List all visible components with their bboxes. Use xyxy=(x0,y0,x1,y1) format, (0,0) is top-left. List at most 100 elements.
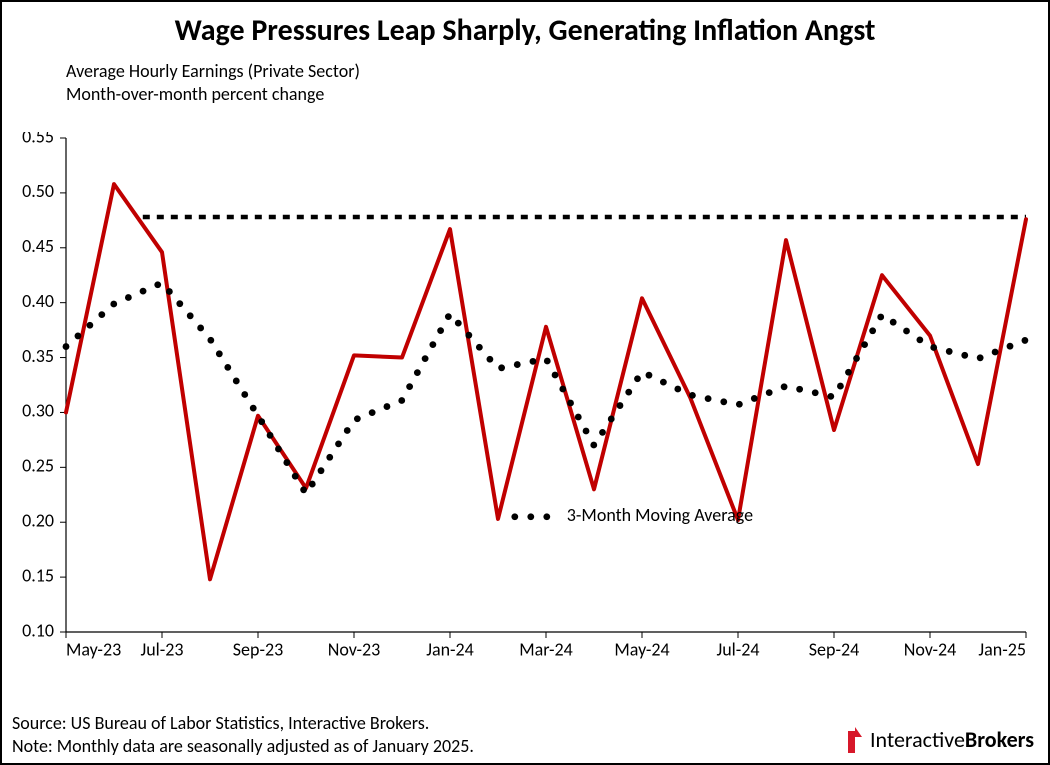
series-ma3-marker xyxy=(241,391,248,398)
series-ma3-marker xyxy=(552,372,559,379)
series-ma3-marker xyxy=(110,301,117,308)
series-ma3-marker xyxy=(75,333,82,340)
x-tick-label: Mar-24 xyxy=(519,639,573,661)
interactive-brokers-logo: InteractiveBrokers xyxy=(844,726,1034,753)
y-tick-label: 0.30 xyxy=(22,400,54,422)
series-ma3-marker xyxy=(590,442,597,449)
series-ma3-marker xyxy=(916,336,923,343)
series-ma3-marker xyxy=(326,454,333,461)
series-ma3-marker xyxy=(98,311,105,318)
series-ma3-marker xyxy=(300,486,307,493)
series-ma3-marker xyxy=(154,281,161,288)
x-tick-label: Nov-24 xyxy=(904,639,957,661)
series-ma3-marker xyxy=(781,383,788,390)
subtitle-line-1: Average Hourly Earnings (Private Sector) xyxy=(66,60,360,83)
series-ma3-marker xyxy=(689,392,696,399)
y-tick-label: 0.20 xyxy=(22,510,54,532)
series-ma3-marker xyxy=(258,418,265,425)
series-ma3-marker xyxy=(575,414,582,421)
series-ma3-marker xyxy=(125,294,132,301)
series-ma3-marker xyxy=(567,400,574,407)
series-ma3-marker xyxy=(812,389,819,396)
series-ma3-marker xyxy=(530,358,537,365)
series-ma3-marker xyxy=(465,332,472,339)
series-ma3-marker xyxy=(845,369,852,376)
series-ma3-marker xyxy=(869,327,876,334)
series-ma3-marker xyxy=(1007,343,1014,350)
series-ma3-marker xyxy=(250,405,257,412)
series-ma3-marker xyxy=(837,383,844,390)
series-ma3-marker xyxy=(992,349,999,356)
legend-marker xyxy=(543,513,550,520)
series-ma3-marker xyxy=(233,378,240,385)
x-tick-label: Nov-23 xyxy=(328,639,381,661)
series-ma3-marker xyxy=(930,344,937,351)
logo-text-brokers: Brokers xyxy=(965,726,1034,753)
series-ma3-marker xyxy=(384,403,391,410)
series-ma3-marker xyxy=(634,375,641,382)
y-tick-label: 0.45 xyxy=(22,235,54,257)
x-tick-label: Sep-23 xyxy=(233,639,283,661)
series-ma3-marker xyxy=(599,429,606,436)
series-ma3-marker xyxy=(827,393,834,400)
series-ma3-marker xyxy=(903,328,910,335)
y-tick-label: 0.10 xyxy=(22,619,54,641)
series-ma3-marker xyxy=(583,428,590,435)
series-ma3-marker xyxy=(498,364,505,371)
chart-title: Wage Pressures Leap Sharply, Generating … xyxy=(2,12,1048,49)
series-ma3-marker xyxy=(406,383,413,390)
series-ma3-marker xyxy=(890,319,897,326)
series-ma3-marker xyxy=(766,389,773,396)
chart-subtitle: Average Hourly Earnings (Private Sector)… xyxy=(66,60,360,105)
series-ma3-marker xyxy=(369,409,376,416)
series-ma3-marker xyxy=(429,341,436,348)
series-ma3-marker xyxy=(63,343,70,350)
series-ma3-marker xyxy=(275,446,282,453)
series-ma3-marker xyxy=(335,440,342,447)
series-ma3-marker xyxy=(853,355,860,362)
chart-frame: Wage Pressures Leap Sharply, Generating … xyxy=(0,0,1050,765)
series-ma3-marker xyxy=(720,398,727,405)
series-ma3-marker xyxy=(344,427,351,434)
series-ma3-marker xyxy=(398,397,405,404)
chart-footer: Source: US Bureau of Labor Statistics, I… xyxy=(12,712,474,757)
series-ma3-marker xyxy=(309,481,316,488)
series-ma3-marker xyxy=(216,350,223,357)
series-ma3-marker xyxy=(705,395,712,402)
series-ma3-marker xyxy=(414,369,421,376)
plot-area: 0.100.150.200.250.300.350.400.450.500.55… xyxy=(14,132,1030,662)
series-ma3-marker xyxy=(437,327,444,334)
series-ma3-marker xyxy=(224,364,231,371)
x-tick-label: Jul-24 xyxy=(716,639,759,661)
series-ma3-marker xyxy=(140,288,147,295)
series-ma3-marker xyxy=(751,395,758,402)
series-ma3-marker xyxy=(1022,337,1029,344)
series-ma3-marker xyxy=(422,355,429,362)
series-ma3-marker xyxy=(674,386,681,393)
x-tick-label: Jul-23 xyxy=(140,639,183,661)
series-ma3-marker xyxy=(354,415,361,422)
series-ma3-marker xyxy=(283,459,290,466)
series-ma3-marker xyxy=(617,402,624,409)
series-ma3-marker xyxy=(946,348,953,355)
x-tick-label: May-23 xyxy=(66,639,121,661)
series-ma3-marker xyxy=(166,288,173,295)
series-ma3-marker xyxy=(660,379,667,386)
series-ma3-marker xyxy=(267,432,274,439)
y-tick-label: 0.50 xyxy=(22,180,54,202)
series-ma3-marker xyxy=(544,358,551,365)
series-ma3-marker xyxy=(877,314,884,321)
series-ma3-marker xyxy=(455,320,462,327)
y-tick-label: 0.35 xyxy=(22,345,54,367)
series-ma3-marker xyxy=(486,356,493,363)
legend-marker xyxy=(511,513,518,520)
series-ma3-marker xyxy=(514,361,521,368)
series-ma3-marker xyxy=(292,473,299,480)
x-tick-label: Sep-24 xyxy=(809,639,859,661)
series-ma3-marker xyxy=(977,354,984,361)
logo-text-interactive: Interactive xyxy=(870,726,965,753)
series-ma3-marker xyxy=(445,313,452,320)
footer-line-2: Note: Monthly data are seasonally adjust… xyxy=(12,735,474,758)
series-ma3-marker xyxy=(476,344,483,351)
series-ma3-marker xyxy=(625,389,632,396)
